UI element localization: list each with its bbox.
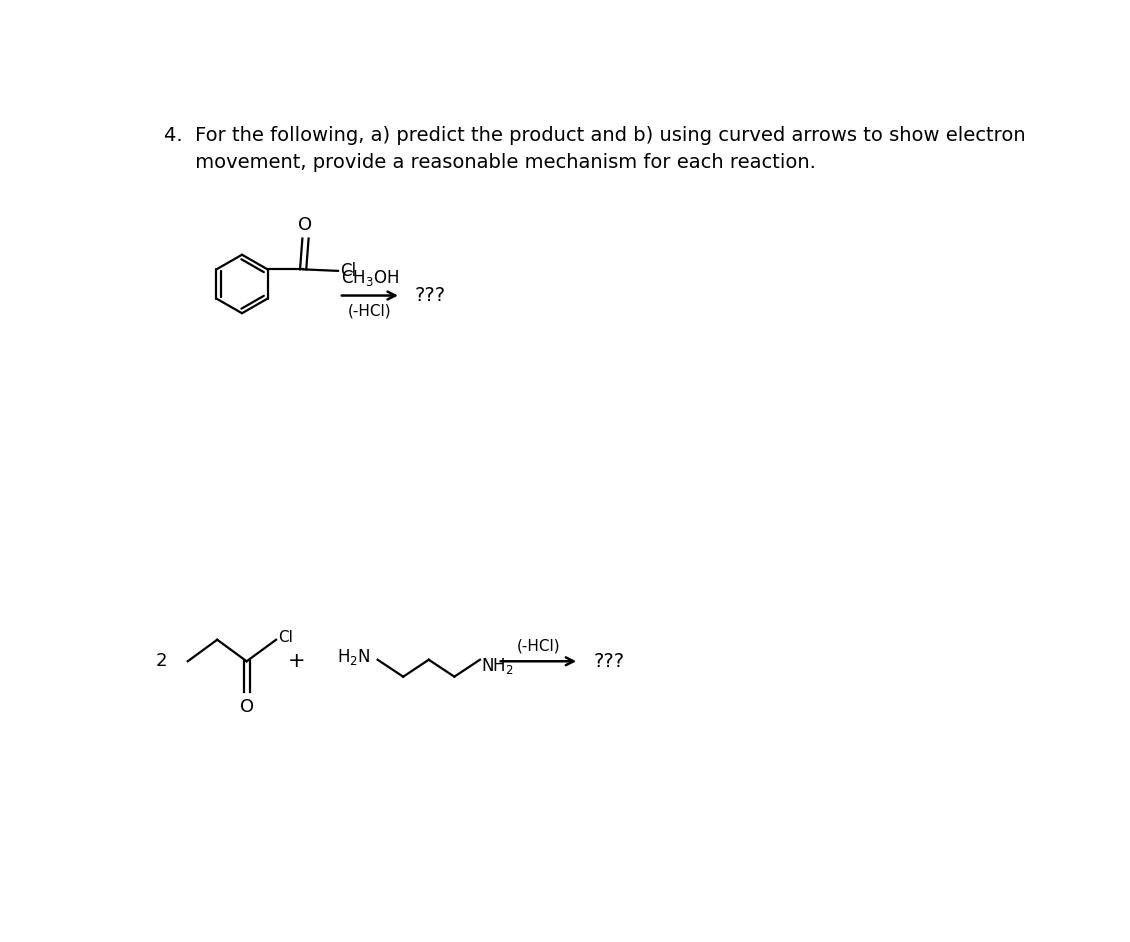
Text: 4.  For the following, a) predict the product and b) using curved arrows to show: 4. For the following, a) predict the pro…	[165, 126, 1026, 145]
Text: (-HCl): (-HCl)	[348, 303, 392, 318]
Text: Cl: Cl	[340, 262, 356, 280]
Text: Cl: Cl	[278, 630, 294, 645]
Text: CH$_3$OH: CH$_3$OH	[341, 268, 399, 288]
Text: ???: ???	[415, 286, 446, 305]
Text: NH$_2$: NH$_2$	[481, 656, 514, 676]
Text: H$_2$N: H$_2$N	[338, 647, 371, 668]
Text: +: +	[288, 651, 306, 672]
Text: O: O	[298, 216, 313, 234]
Text: movement, provide a reasonable mechanism for each reaction.: movement, provide a reasonable mechanism…	[165, 154, 816, 172]
Text: 2: 2	[155, 652, 167, 671]
Text: (-HCl): (-HCl)	[516, 639, 560, 654]
Text: O: O	[240, 698, 254, 716]
Text: ???: ???	[593, 652, 624, 671]
